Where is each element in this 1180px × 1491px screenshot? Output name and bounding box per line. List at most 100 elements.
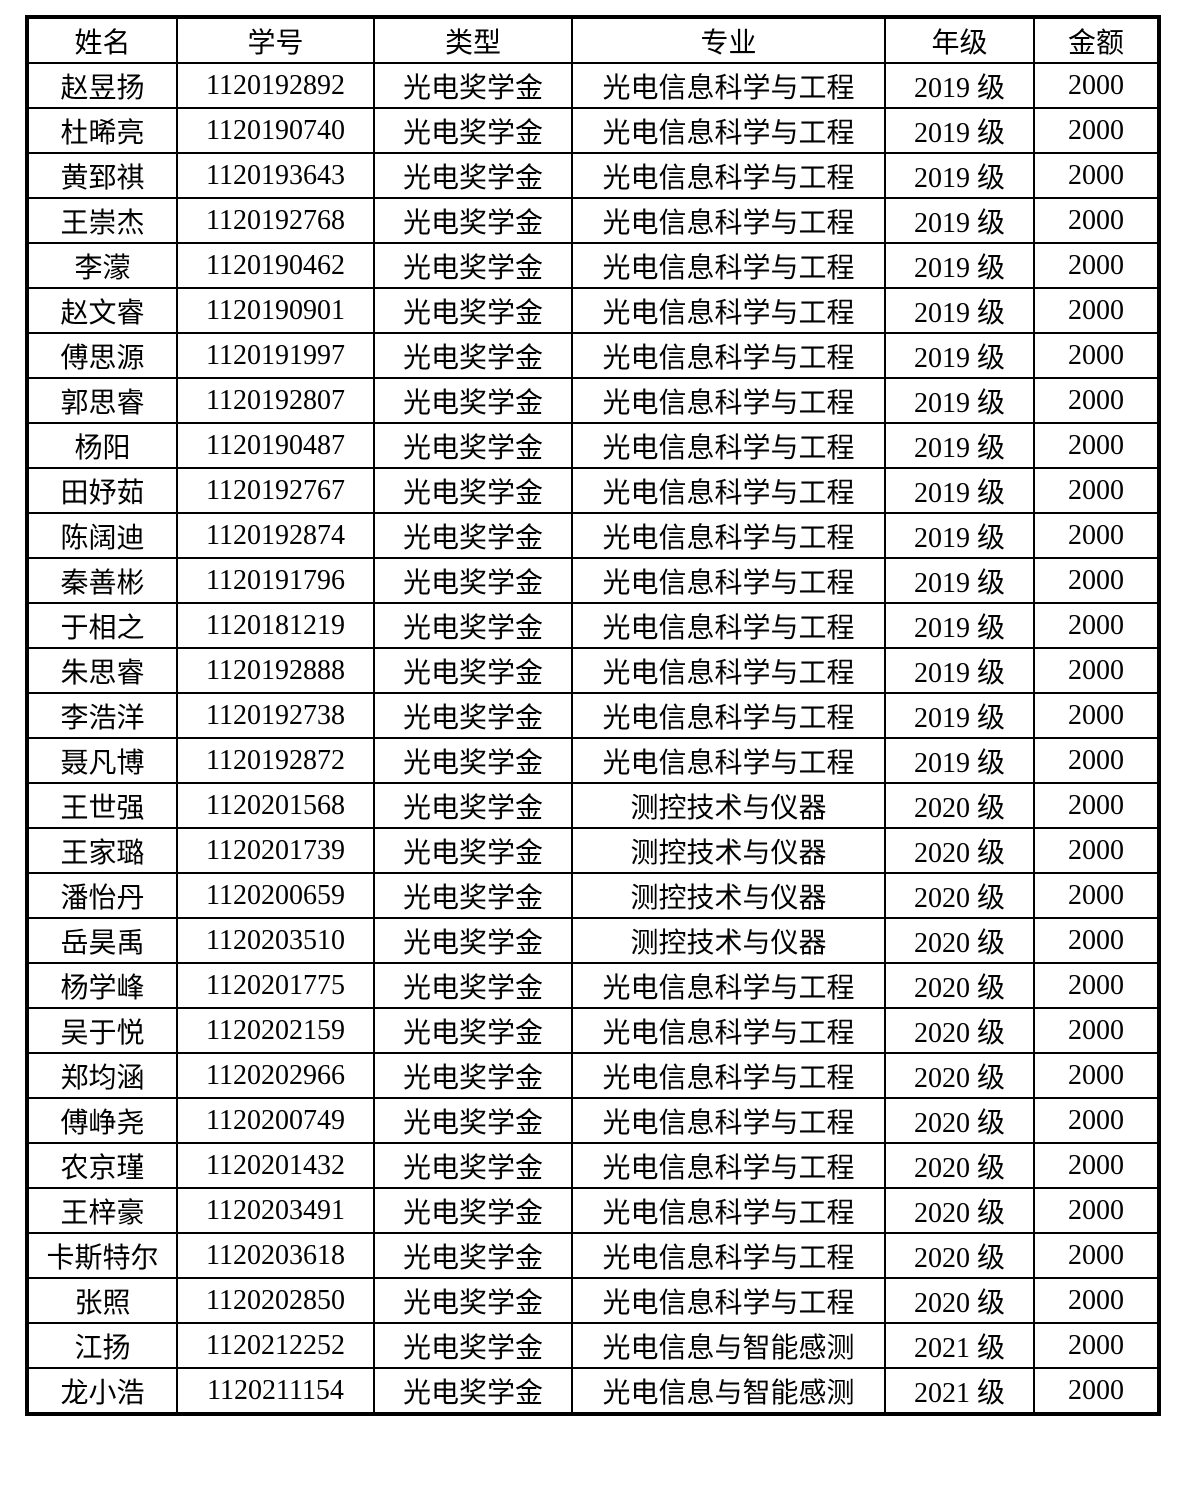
table-row: 潘怡丹 1120200659 光电奖学金 测控技术与仪器 2020 级 2000: [26, 872, 1160, 919]
cell-major: 光电信息科学与工程: [571, 962, 886, 1009]
column-header-type: 类型: [373, 16, 573, 64]
table-row: 于相之 1120181219 光电奖学金 光电信息科学与工程 2019 级 2000: [26, 602, 1160, 649]
cell-name: 杨阳: [26, 422, 178, 469]
cell-grade: 2019 级: [884, 287, 1035, 334]
cell-student_id: 1120192872: [176, 737, 375, 784]
cell-grade: 2020 级: [884, 962, 1035, 1009]
cell-student_id: 1120203618: [176, 1232, 375, 1279]
cell-type: 光电奖学金: [373, 917, 573, 964]
cell-student_id: 1120212252: [176, 1322, 375, 1369]
table-row: 杨学峰 1120201775 光电奖学金 光电信息科学与工程 2020 级 2000: [26, 962, 1160, 1009]
table-row: 杜晞亮 1120190740 光电奖学金 光电信息科学与工程 2019 级 2000: [26, 107, 1160, 154]
cell-type: 光电奖学金: [373, 647, 573, 694]
table-row: 傅峥尧 1120200749 光电奖学金 光电信息科学与工程 2020 级 2000: [26, 1097, 1160, 1144]
cell-type: 光电奖学金: [373, 602, 573, 649]
cell-major: 光电信息科学与工程: [571, 422, 886, 469]
cell-name: 傅峥尧: [26, 1097, 178, 1144]
cell-grade: 2020 级: [884, 1007, 1035, 1054]
cell-name: 傅思源: [26, 332, 178, 379]
cell-amount: 2000: [1033, 152, 1160, 199]
cell-amount: 2000: [1033, 1367, 1160, 1415]
cell-amount: 2000: [1033, 692, 1160, 739]
cell-grade: 2019 级: [884, 512, 1035, 559]
cell-amount: 2000: [1033, 1097, 1160, 1144]
cell-major: 光电信息科学与工程: [571, 1097, 886, 1144]
table-row: 王梓豪 1120203491 光电奖学金 光电信息科学与工程 2020 级 2000: [26, 1187, 1160, 1234]
cell-major: 测控技术与仪器: [571, 782, 886, 829]
cell-amount: 2000: [1033, 827, 1160, 874]
cell-grade: 2021 级: [884, 1367, 1035, 1415]
cell-student_id: 1120203491: [176, 1187, 375, 1234]
cell-amount: 2000: [1033, 467, 1160, 514]
table-row: 郭思睿 1120192807 光电奖学金 光电信息科学与工程 2019 级 2000: [26, 377, 1160, 424]
cell-student_id: 1120192874: [176, 512, 375, 559]
cell-grade: 2020 级: [884, 782, 1035, 829]
cell-name: 岳昊禹: [26, 917, 178, 964]
table-row: 杨阳 1120190487 光电奖学金 光电信息科学与工程 2019 级 2000: [26, 422, 1160, 469]
cell-grade: 2020 级: [884, 1097, 1035, 1144]
cell-amount: 2000: [1033, 917, 1160, 964]
cell-name: 吴于悦: [26, 1007, 178, 1054]
cell-amount: 2000: [1033, 872, 1160, 919]
table-row: 王世强 1120201568 光电奖学金 测控技术与仪器 2020 级 2000: [26, 782, 1160, 829]
cell-major: 光电信息科学与工程: [571, 1052, 886, 1099]
cell-amount: 2000: [1033, 602, 1160, 649]
cell-grade: 2019 级: [884, 197, 1035, 244]
cell-student_id: 1120200749: [176, 1097, 375, 1144]
cell-amount: 2000: [1033, 647, 1160, 694]
cell-name: 黄郅祺: [26, 152, 178, 199]
cell-grade: 2019 级: [884, 602, 1035, 649]
cell-type: 光电奖学金: [373, 152, 573, 199]
cell-name: 卡斯特尔: [26, 1232, 178, 1279]
cell-amount: 2000: [1033, 377, 1160, 424]
cell-grade: 2019 级: [884, 377, 1035, 424]
cell-student_id: 1120191997: [176, 332, 375, 379]
table-row: 江扬 1120212252 光电奖学金 光电信息与智能感测 2021 级 2000: [26, 1322, 1160, 1369]
cell-major: 光电信息科学与工程: [571, 62, 886, 109]
cell-grade: 2020 级: [884, 1232, 1035, 1279]
cell-major: 测控技术与仪器: [571, 872, 886, 919]
table-row: 傅思源 1120191997 光电奖学金 光电信息科学与工程 2019 级 2000: [26, 332, 1160, 379]
cell-major: 光电信息科学与工程: [571, 287, 886, 334]
cell-type: 光电奖学金: [373, 1277, 573, 1324]
cell-major: 光电信息与智能感测: [571, 1322, 886, 1369]
cell-name: 郭思睿: [26, 377, 178, 424]
cell-type: 光电奖学金: [373, 827, 573, 874]
cell-major: 光电信息科学与工程: [571, 197, 886, 244]
cell-type: 光电奖学金: [373, 422, 573, 469]
cell-student_id: 1120190462: [176, 242, 375, 289]
cell-amount: 2000: [1033, 332, 1160, 379]
cell-major: 光电信息科学与工程: [571, 1142, 886, 1189]
table-row: 李濛 1120190462 光电奖学金 光电信息科学与工程 2019 级 2000: [26, 242, 1160, 289]
column-header-grade: 年级: [884, 16, 1035, 64]
cell-amount: 2000: [1033, 1232, 1160, 1279]
cell-type: 光电奖学金: [373, 1232, 573, 1279]
cell-major: 光电信息科学与工程: [571, 242, 886, 289]
cell-major: 光电信息科学与工程: [571, 1232, 886, 1279]
cell-name: 潘怡丹: [26, 872, 178, 919]
cell-grade: 2019 级: [884, 467, 1035, 514]
table-row: 陈阔迪 1120192874 光电奖学金 光电信息科学与工程 2019 级 2000: [26, 512, 1160, 559]
cell-name: 朱思睿: [26, 647, 178, 694]
table-row: 黄郅祺 1120193643 光电奖学金 光电信息科学与工程 2019 级 2000: [26, 152, 1160, 199]
cell-student_id: 1120202159: [176, 1007, 375, 1054]
cell-major: 光电信息科学与工程: [571, 332, 886, 379]
cell-name: 龙小浩: [26, 1367, 178, 1415]
cell-name: 李濛: [26, 242, 178, 289]
cell-student_id: 1120191796: [176, 557, 375, 604]
cell-student_id: 1120192738: [176, 692, 375, 739]
cell-name: 农京瑾: [26, 1142, 178, 1189]
cell-student_id: 1120202966: [176, 1052, 375, 1099]
cell-type: 光电奖学金: [373, 62, 573, 109]
cell-student_id: 1120192888: [176, 647, 375, 694]
cell-student_id: 1120181219: [176, 602, 375, 649]
cell-grade: 2020 级: [884, 872, 1035, 919]
table-row: 秦善彬 1120191796 光电奖学金 光电信息科学与工程 2019 级 2000: [26, 557, 1160, 604]
cell-name: 秦善彬: [26, 557, 178, 604]
cell-name: 田妤茹: [26, 467, 178, 514]
cell-major: 光电信息科学与工程: [571, 1007, 886, 1054]
cell-student_id: 1120200659: [176, 872, 375, 919]
cell-name: 聂凡博: [26, 737, 178, 784]
cell-student_id: 1120193643: [176, 152, 375, 199]
cell-type: 光电奖学金: [373, 107, 573, 154]
